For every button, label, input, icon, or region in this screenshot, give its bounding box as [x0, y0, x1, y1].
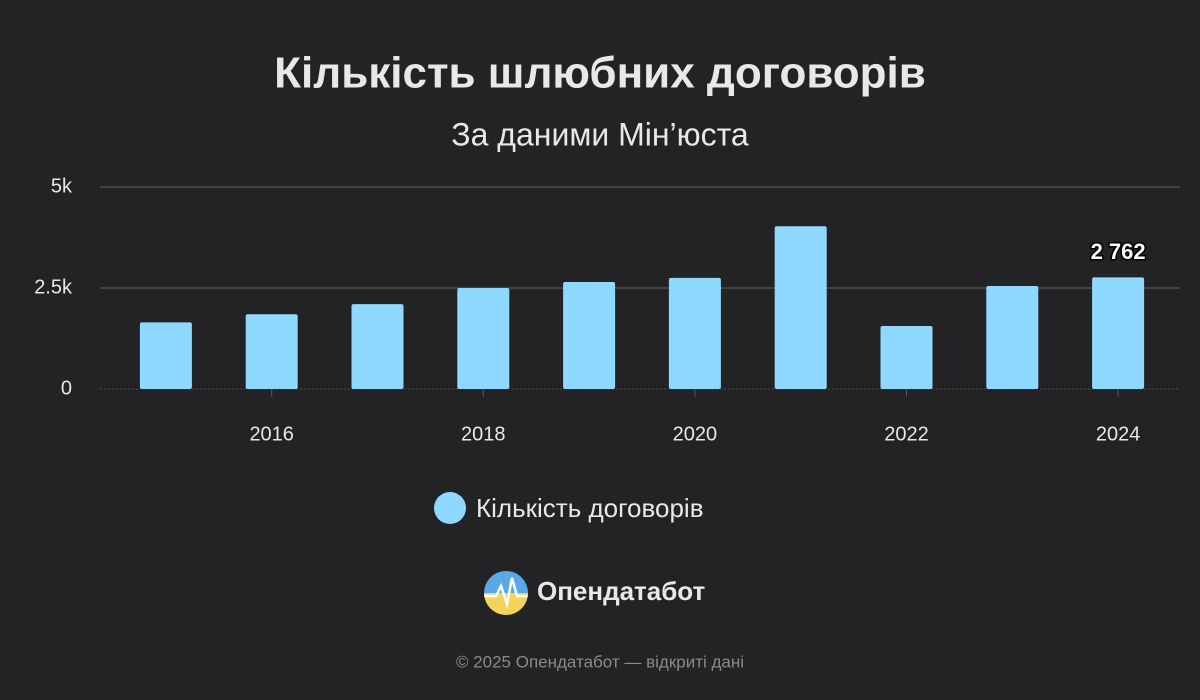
bar [351, 304, 404, 389]
bar [563, 281, 616, 389]
legend-marker [434, 492, 466, 524]
value-label: 2 762 [1091, 239, 1146, 264]
y-tick-label: 5k [51, 175, 73, 197]
chart-subtitle: За даними Мін’юста [451, 116, 749, 152]
bar [139, 322, 192, 389]
brand-name: Опендатабот [537, 576, 706, 606]
x-tick-label: 2024 [1096, 423, 1141, 445]
bar [986, 285, 1039, 389]
footer: © 2025 Опендатабот — відкриті дані [456, 652, 744, 671]
brand-logo [484, 571, 528, 615]
x-tick-label: 2018 [461, 423, 506, 445]
bar [1092, 277, 1145, 389]
bar [880, 325, 933, 389]
bar [245, 314, 298, 389]
bar [668, 277, 721, 389]
x-tick-label: 2016 [249, 423, 294, 445]
bar [774, 226, 827, 389]
chart-title: Кількість шлюбних договорів [274, 49, 926, 98]
legend-label: Кількість договорів [476, 493, 704, 523]
x-tick-label: 2020 [673, 423, 718, 445]
bar [457, 288, 510, 389]
y-tick-label: 2.5k [34, 276, 73, 298]
y-tick-label: 0 [61, 377, 72, 399]
x-tick-label: 2022 [884, 423, 929, 445]
